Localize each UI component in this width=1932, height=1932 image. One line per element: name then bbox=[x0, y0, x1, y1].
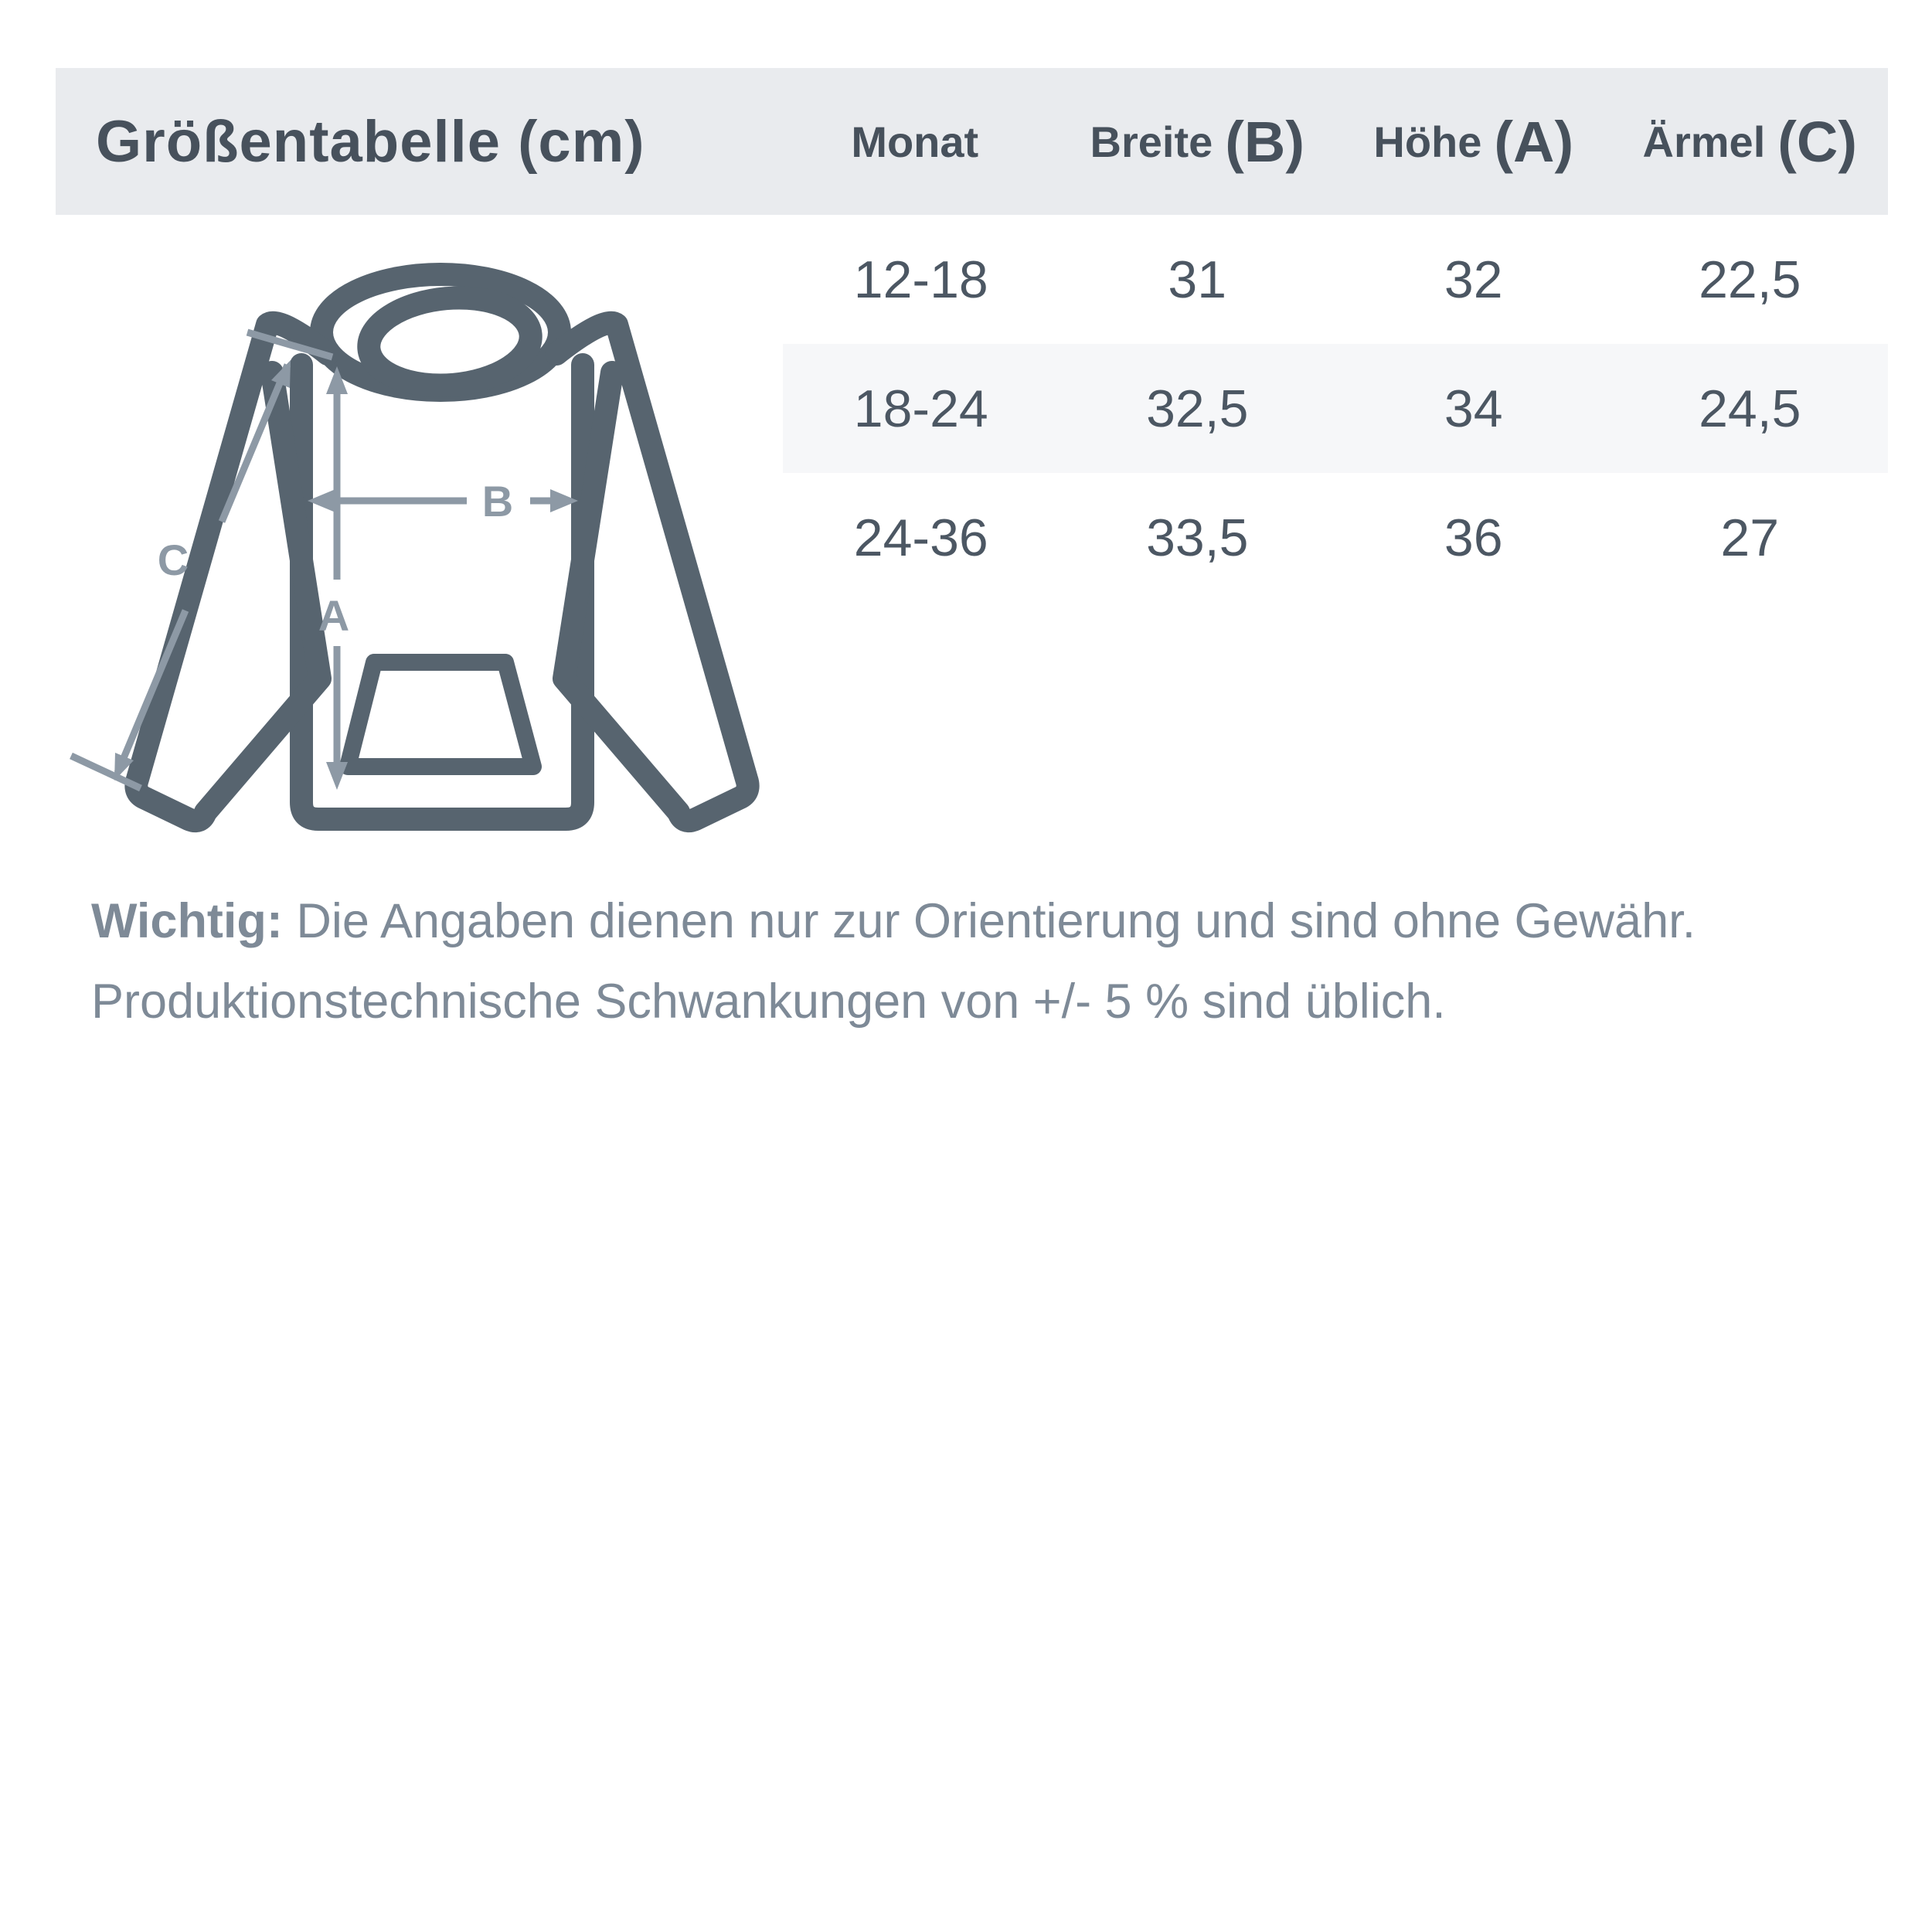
hood-inner-outline bbox=[357, 286, 543, 397]
table-row: 12-18 31 32 22,5 bbox=[783, 215, 1888, 344]
disclaimer-note: Wichtig: Die Angaben dienen nur zur Orie… bbox=[91, 881, 1884, 1042]
page-title: Größentabelle (cm) bbox=[96, 108, 645, 175]
column-measure-letter: (C) bbox=[1777, 109, 1857, 174]
column-label: Monat bbox=[851, 117, 979, 166]
column-label: Breite bbox=[1090, 117, 1213, 166]
column-label: Höhe bbox=[1373, 117, 1482, 166]
size-table: 12-18 31 32 22,5 18-24 32,5 34 24,5 24-3… bbox=[783, 215, 1888, 602]
cell-breite: 32,5 bbox=[1146, 379, 1249, 438]
hoodie-body-outline bbox=[290, 353, 594, 831]
measure-a-arrow: A bbox=[318, 366, 349, 790]
column-header-monat: Monat bbox=[783, 68, 1060, 215]
cell-monat: 12-18 bbox=[853, 250, 988, 309]
cell-breite: 31 bbox=[1168, 250, 1227, 309]
cell-breite: 33,5 bbox=[1146, 508, 1249, 567]
column-measure-letter: (A) bbox=[1494, 109, 1574, 174]
cell-aermel: 22,5 bbox=[1699, 250, 1801, 309]
cell-monat: 18-24 bbox=[853, 379, 988, 438]
hoodie-right-sleeve bbox=[545, 311, 760, 833]
disclaimer-bold-label: Wichtig: bbox=[91, 894, 283, 948]
table-row: 24-36 33,5 36 27 bbox=[783, 473, 1888, 602]
cell-hoehe: 34 bbox=[1444, 379, 1503, 438]
measure-c-label: C bbox=[158, 536, 189, 584]
hoodie-pocket bbox=[339, 654, 542, 775]
column-measure-letter: (B) bbox=[1225, 109, 1304, 174]
column-label: Ärmel bbox=[1642, 117, 1766, 166]
column-header-aermel: Ärmel (C) bbox=[1612, 68, 1889, 215]
measure-b-label: B bbox=[482, 477, 513, 526]
cell-hoehe: 36 bbox=[1444, 508, 1503, 567]
hoodie-measurement-diagram: A B C bbox=[70, 263, 760, 833]
measure-b-arrow: B bbox=[308, 477, 578, 526]
disclaimer-line-2: Produktionstechnische Schwankungen von +… bbox=[91, 975, 1446, 1029]
measure-c-arrow: C bbox=[70, 328, 334, 792]
disclaimer-line-1: Wichtig: Die Angaben dienen nur zur Orie… bbox=[91, 881, 1884, 961]
measure-a-label: A bbox=[318, 591, 349, 640]
cell-aermel: 24,5 bbox=[1699, 379, 1801, 438]
column-header-breite: Breite (B) bbox=[1060, 68, 1336, 215]
cell-monat: 24-36 bbox=[853, 508, 988, 567]
cell-hoehe: 32 bbox=[1444, 250, 1503, 309]
cell-aermel: 27 bbox=[1720, 508, 1780, 567]
column-headers: Monat Breite (B) Höhe (A) Ärmel (C) bbox=[783, 68, 1888, 215]
column-header-hoehe: Höhe (A) bbox=[1335, 68, 1612, 215]
table-row: 18-24 32,5 34 24,5 bbox=[783, 344, 1888, 473]
header-bar: Größentabelle (cm) Monat Breite (B) Höhe… bbox=[56, 68, 1888, 215]
hoodie-left-sleeve bbox=[124, 311, 339, 833]
disclaimer-text: Die Angaben dienen nur zur Orientierung … bbox=[282, 894, 1696, 948]
